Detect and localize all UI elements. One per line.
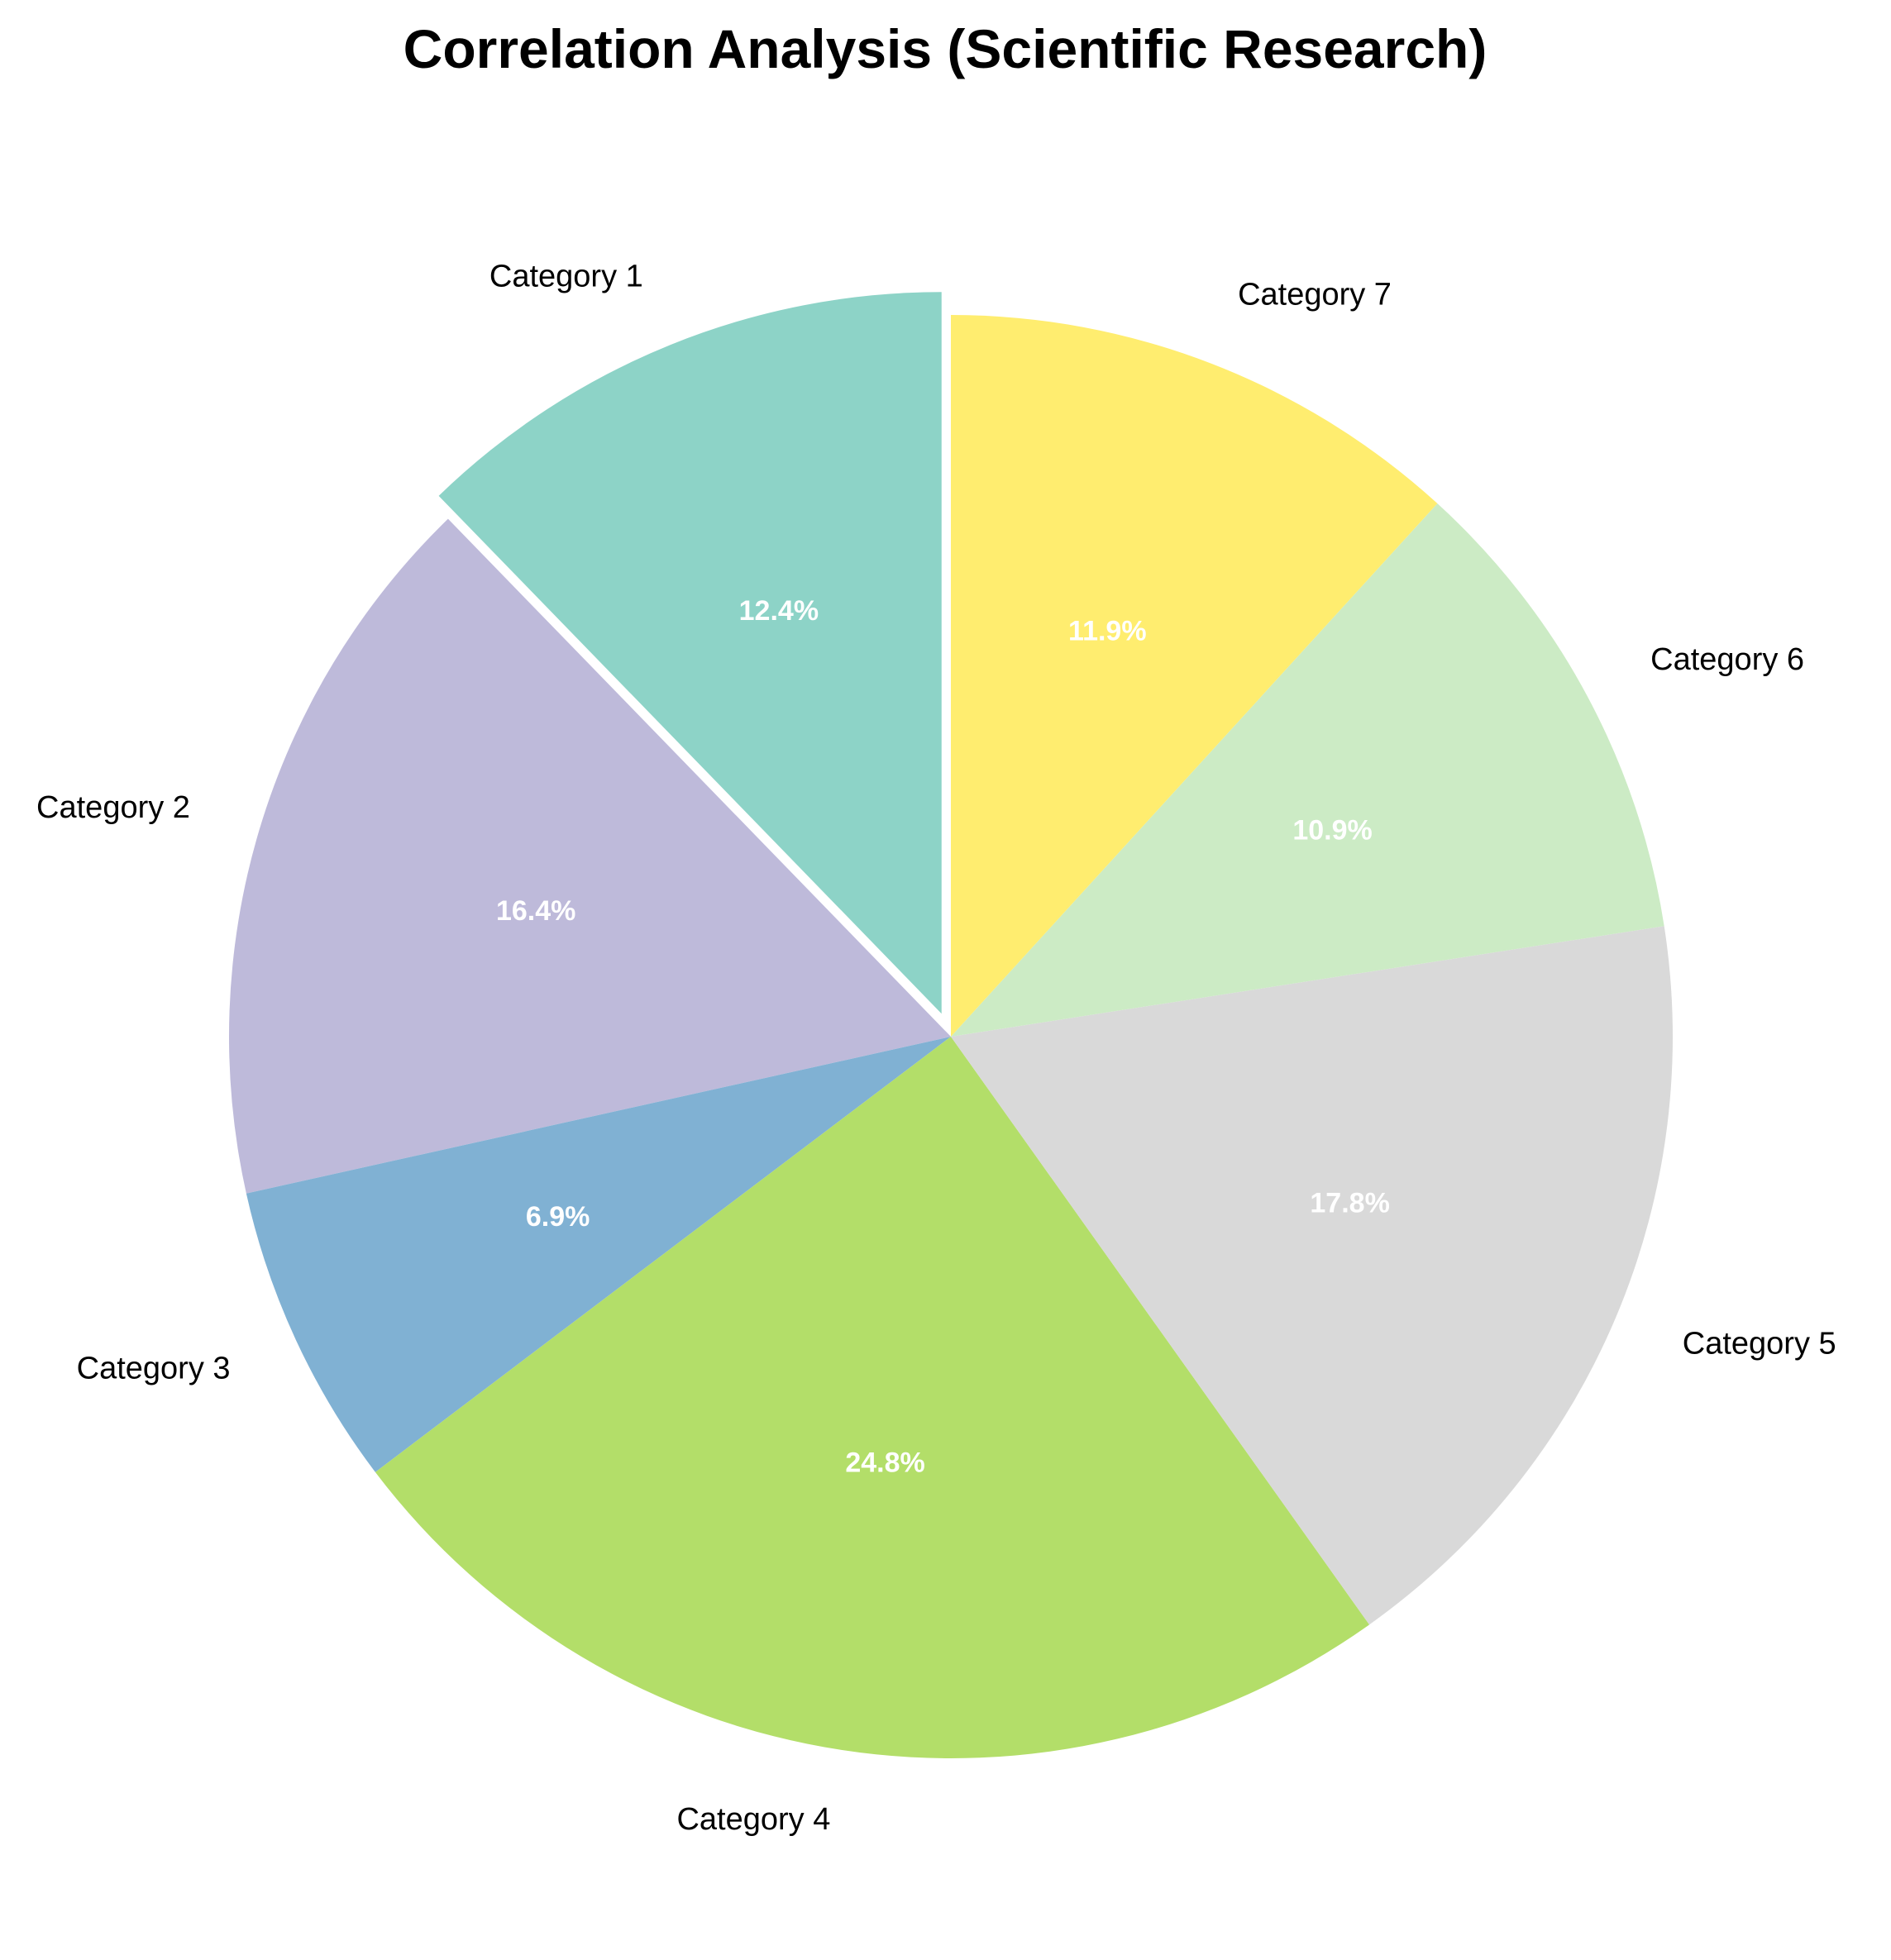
- percent-label-category-7: 11.9%: [1068, 616, 1147, 647]
- chart-title: Correlation Analysis (Scientific Researc…: [404, 18, 1487, 79]
- pie-slices: [228, 292, 1673, 1758]
- pie-slice-category-7: [951, 315, 1438, 1037]
- category-label-category-5: Category 5: [1683, 1326, 1836, 1361]
- category-label-category-2: Category 2: [36, 790, 190, 825]
- pie-slice-category-5: [951, 926, 1673, 1625]
- pie-slice-category-2: [228, 518, 952, 1194]
- percent-label-category-1: 12.4%: [739, 595, 819, 627]
- category-label-category-6: Category 6: [1650, 642, 1804, 677]
- percent-label-category-3: 6.9%: [526, 1201, 590, 1233]
- pie-slice-category-6: [951, 503, 1664, 1037]
- percent-label-category-5: 17.8%: [1310, 1188, 1389, 1219]
- pie-slice-category-4: [375, 1037, 1370, 1758]
- pie-slice-category-3: [246, 1037, 951, 1472]
- percent-labels: 12.4% 16.4% 6.9% 24.8% 17.8% 10.9% 11.9%: [496, 595, 1390, 1479]
- category-label-category-7: Category 7: [1238, 278, 1392, 312]
- category-label-category-1: Category 1: [489, 259, 643, 293]
- category-labels: Category 1 Category 2 Category 3 Category 4…: [36, 259, 1836, 1837]
- category-label-category-4: Category 4: [676, 1802, 830, 1837]
- category-label-category-3: Category 3: [77, 1351, 231, 1385]
- pie-slice-category-1: [438, 292, 942, 1014]
- percent-label-category-2: 16.4%: [496, 895, 575, 927]
- percent-label-category-6: 10.9%: [1292, 814, 1372, 846]
- percent-label-category-4: 24.8%: [845, 1447, 924, 1479]
